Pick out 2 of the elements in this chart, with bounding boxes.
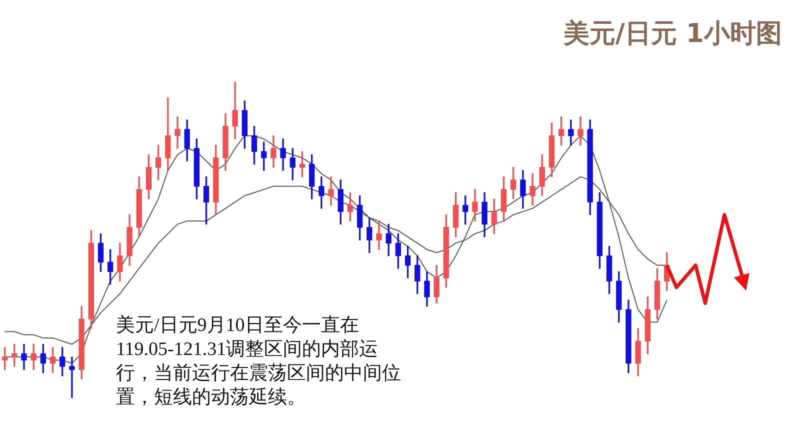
annotation: 美元/日元9月10日至今一直在119.05-121.31调整区间的内部运行，当前运行在震荡区间的中间位置，短线的动荡延续。 bbox=[116, 314, 402, 410]
chart-title: 美元/日元 1小时图 bbox=[563, 18, 782, 51]
